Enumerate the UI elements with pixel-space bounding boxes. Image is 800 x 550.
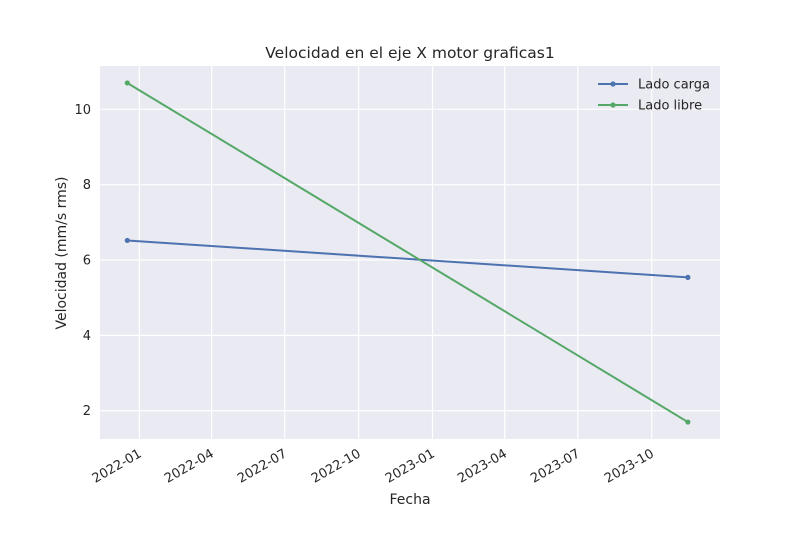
legend-label: Lado libre	[638, 99, 702, 114]
legend: Lado carga Lado libre	[598, 78, 710, 114]
legend-marker	[610, 102, 616, 108]
legend-marker	[610, 81, 616, 87]
x-tick-label: 2022-07	[235, 446, 290, 486]
x-tick-label: 2022-04	[162, 446, 217, 486]
x-axis-label: Fecha	[389, 492, 430, 508]
x-axis-ticks: 2022-01 2022-04 2022-07 2022-10 2023-01 2023-…	[90, 446, 657, 486]
y-tick-label: 8	[83, 178, 91, 193]
data-point	[685, 274, 691, 280]
y-tick-label: 2	[83, 404, 91, 419]
chart-title: Velocidad en el eje X motor graficas1	[265, 44, 554, 62]
x-tick-label: 2023-10	[602, 446, 657, 486]
x-tick-label: 2023-07	[528, 446, 583, 486]
data-point	[124, 237, 130, 244]
y-tick-label: 4	[83, 329, 91, 344]
y-axis-ticks: 2 4 6 8 10	[74, 103, 91, 419]
series-line-2	[126, 82, 689, 423]
y-tick-label: 10	[74, 103, 91, 118]
x-tick-label: 2023-04	[455, 446, 510, 486]
x-tick-label: 2023-01	[383, 446, 438, 486]
y-tick-label: 6	[83, 254, 91, 269]
x-tick-label: 2022-10	[309, 446, 364, 486]
series-line-1	[127, 239, 688, 279]
data-point	[685, 419, 691, 425]
data-point	[124, 80, 130, 86]
y-axis-label: Velocidad (mm/s rms)	[54, 176, 70, 329]
series-layer	[124, 80, 691, 425]
legend-label: Lado carga	[638, 78, 710, 93]
x-tick-label: 2022-01	[90, 446, 145, 486]
